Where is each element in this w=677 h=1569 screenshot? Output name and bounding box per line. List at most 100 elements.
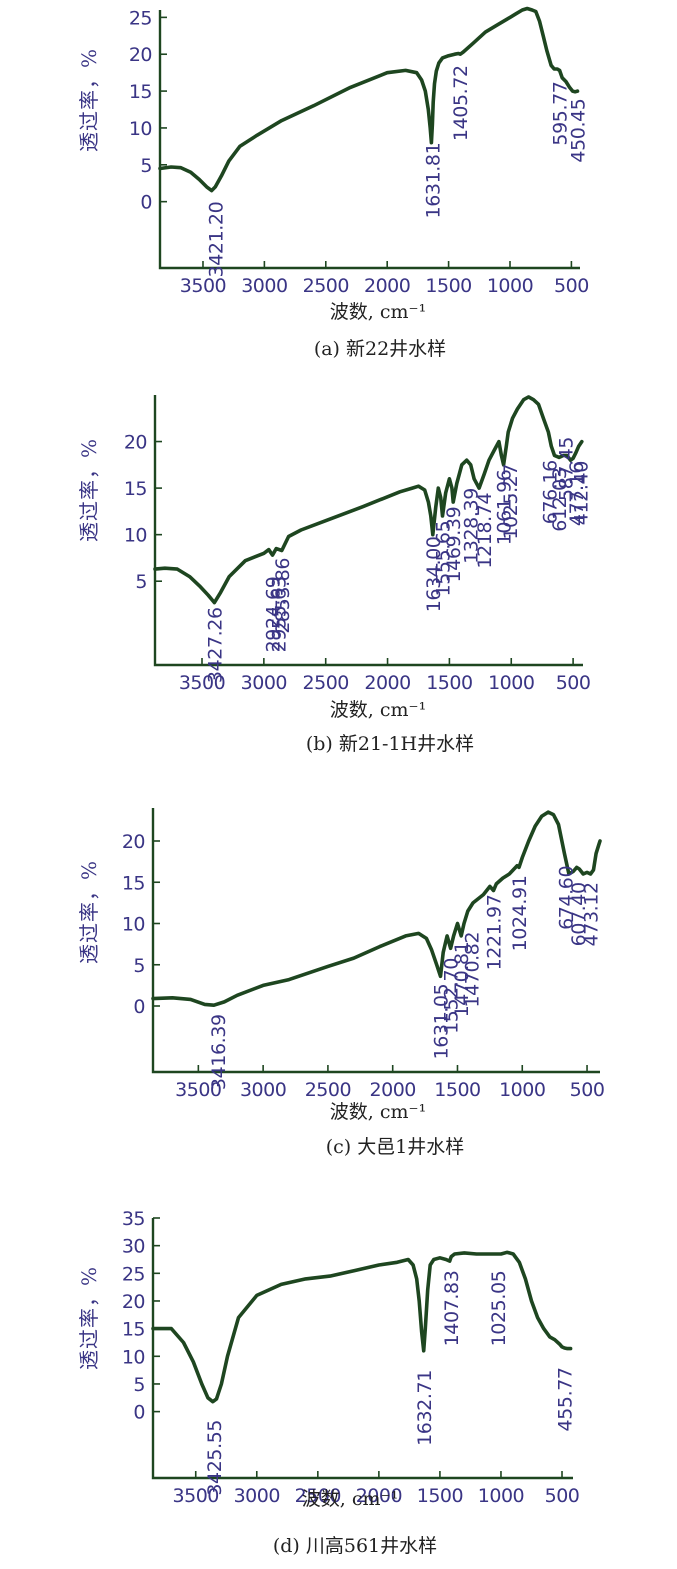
peak-label: 455.77 xyxy=(555,1367,577,1431)
x-tick-label: 1500 xyxy=(417,1485,463,1507)
peak-label: 1328.39 xyxy=(461,488,483,564)
x-tick-label: 500 xyxy=(570,1079,605,1101)
x-axis-title: 波数, cm⁻¹ xyxy=(330,301,426,323)
x-tick-label: 1000 xyxy=(478,1485,524,1507)
x-tick-label: 3500 xyxy=(173,1485,219,1507)
x-tick-label: 1000 xyxy=(488,672,534,694)
y-tick-label: 10 xyxy=(122,914,145,936)
y-tick-label: 0 xyxy=(140,192,152,214)
y-tick-label: 35 xyxy=(122,1208,145,1230)
y-tick-label: 20 xyxy=(122,831,145,853)
x-tick-label: 2500 xyxy=(303,672,349,694)
panel-caption: (a) 新22井水样 xyxy=(314,338,446,360)
peak-label: 2853.86 xyxy=(272,558,294,634)
y-tick-label: 15 xyxy=(122,872,145,894)
x-axis-title: 波数, cm⁻¹ xyxy=(330,699,426,721)
spectrum-line xyxy=(158,6,580,193)
peak-label: 587.45 xyxy=(556,437,578,501)
peak-label: 3425.55 xyxy=(204,1420,226,1496)
peak-label: 1405.72 xyxy=(450,65,472,141)
spectrum-line xyxy=(153,395,584,605)
x-tick-label: 2500 xyxy=(295,1485,341,1507)
x-tick-label: 3000 xyxy=(241,275,287,297)
peak-label: 3416.39 xyxy=(208,1014,230,1090)
y-tick-label: 30 xyxy=(122,1236,145,1258)
y-axis-title: 透过率，% xyxy=(77,48,101,152)
peak-label: 1632.71 xyxy=(414,1370,436,1446)
axis-frame xyxy=(158,10,580,270)
panel-caption: (c) 大邑1井水样 xyxy=(326,1136,465,1158)
peak-label: 1631.81 xyxy=(422,143,444,219)
peak-label: 1470.82 xyxy=(462,932,484,1008)
peak-label: 674.60 xyxy=(556,866,578,930)
peak-label: 676.16 xyxy=(540,460,562,524)
y-axis-title: 透过率，% xyxy=(77,860,101,964)
x-tick-label: 3000 xyxy=(234,1485,280,1507)
chart-panel-2: 5 10 15 20 3500 3000 2500 2000 1500 1000 500 3427.2… xyxy=(77,395,593,755)
y-tick-label: 15 xyxy=(122,1319,145,1341)
x-axis-title: 波数, cm⁻¹ xyxy=(330,1101,426,1123)
x-tick-label: 3500 xyxy=(180,275,226,297)
chart-panel-3: 0 5 10 15 20 3500 3000 2500 2000 1500 1000 500 3416.… xyxy=(77,808,605,1158)
x-tick-label: 1000 xyxy=(499,1079,545,1101)
x-tick-label: 2500 xyxy=(305,1079,351,1101)
peak-label: 1631.05 xyxy=(431,984,453,1060)
panel-caption: (b) 新21-1H井水样 xyxy=(306,733,474,755)
peak-label: 1221.97 xyxy=(484,895,506,971)
x-tick-label: 1500 xyxy=(426,672,472,694)
peak-label: 473.12 xyxy=(581,882,603,946)
y-tick-label: 10 xyxy=(124,525,147,547)
x-tick-label: 500 xyxy=(554,275,589,297)
peak-label: 412.40 xyxy=(571,461,593,525)
peak-label: 607.40 xyxy=(568,882,590,946)
peak-label: 2924.69 xyxy=(263,577,285,653)
axis-frame xyxy=(151,808,600,1074)
x-tick-label: 3000 xyxy=(241,672,287,694)
peak-label: 2955.63 xyxy=(269,577,291,653)
y-tick-label: 25 xyxy=(129,7,152,29)
x-tick-label: 3500 xyxy=(175,1079,221,1101)
y-tick-label: 25 xyxy=(122,1263,145,1285)
x-tick-label: 2000 xyxy=(356,1485,402,1507)
peak-label: 1634.00 xyxy=(423,537,445,613)
peak-label: 1025.27 xyxy=(500,464,522,540)
x-tick-label: 1500 xyxy=(434,1079,480,1101)
peak-label: 1469.39 xyxy=(443,507,465,583)
peak-label: 612.03 xyxy=(549,468,571,532)
x-tick-label: 2000 xyxy=(364,275,410,297)
x-tick-label: 500 xyxy=(545,1485,580,1507)
peak-label: 1470.81 xyxy=(451,942,473,1018)
y-tick-label: 5 xyxy=(133,1374,145,1396)
y-tick-label: 20 xyxy=(124,432,147,454)
peak-label: 1552.70 xyxy=(441,958,463,1034)
axis-frame xyxy=(153,395,583,667)
peak-label: 1555.65 xyxy=(433,521,455,597)
spectrum-line xyxy=(151,1250,573,1404)
y-tick-label: 20 xyxy=(122,1291,145,1313)
peak-label: 1061.96 xyxy=(494,470,516,546)
y-tick-label: 10 xyxy=(122,1346,145,1368)
chart-panel-4: 0 5 10 15 20 25 30 35 3500 3000 2500 2000 1500 1000 50… xyxy=(77,1208,580,1557)
y-axis-title: 透过率，% xyxy=(77,438,101,542)
x-tick-label: 2000 xyxy=(370,1079,416,1101)
peak-label: 1407.83 xyxy=(441,1271,463,1347)
peak-label: 450.45 xyxy=(568,99,590,163)
peak-label: 1218.74 xyxy=(474,492,496,568)
x-tick-label: 500 xyxy=(556,672,591,694)
x-tick-label: 1500 xyxy=(425,275,471,297)
peak-label: 3421.20 xyxy=(205,202,227,278)
axis-frame xyxy=(151,1218,573,1480)
y-tick-label: 5 xyxy=(133,955,145,977)
y-tick-label: 5 xyxy=(140,155,152,177)
x-tick-label: 3500 xyxy=(179,672,225,694)
peak-label: 1024.91 xyxy=(509,876,531,952)
x-tick-label: 2500 xyxy=(303,275,349,297)
peak-label: 1025.05 xyxy=(488,1271,510,1347)
y-tick-label: 20 xyxy=(129,44,152,66)
spectrum-line xyxy=(151,810,602,1007)
peak-label: 3427.26 xyxy=(204,607,226,683)
y-tick-label: 15 xyxy=(129,81,152,103)
y-tick-label: 10 xyxy=(129,118,152,140)
peak-label: 477.16 xyxy=(566,462,588,526)
